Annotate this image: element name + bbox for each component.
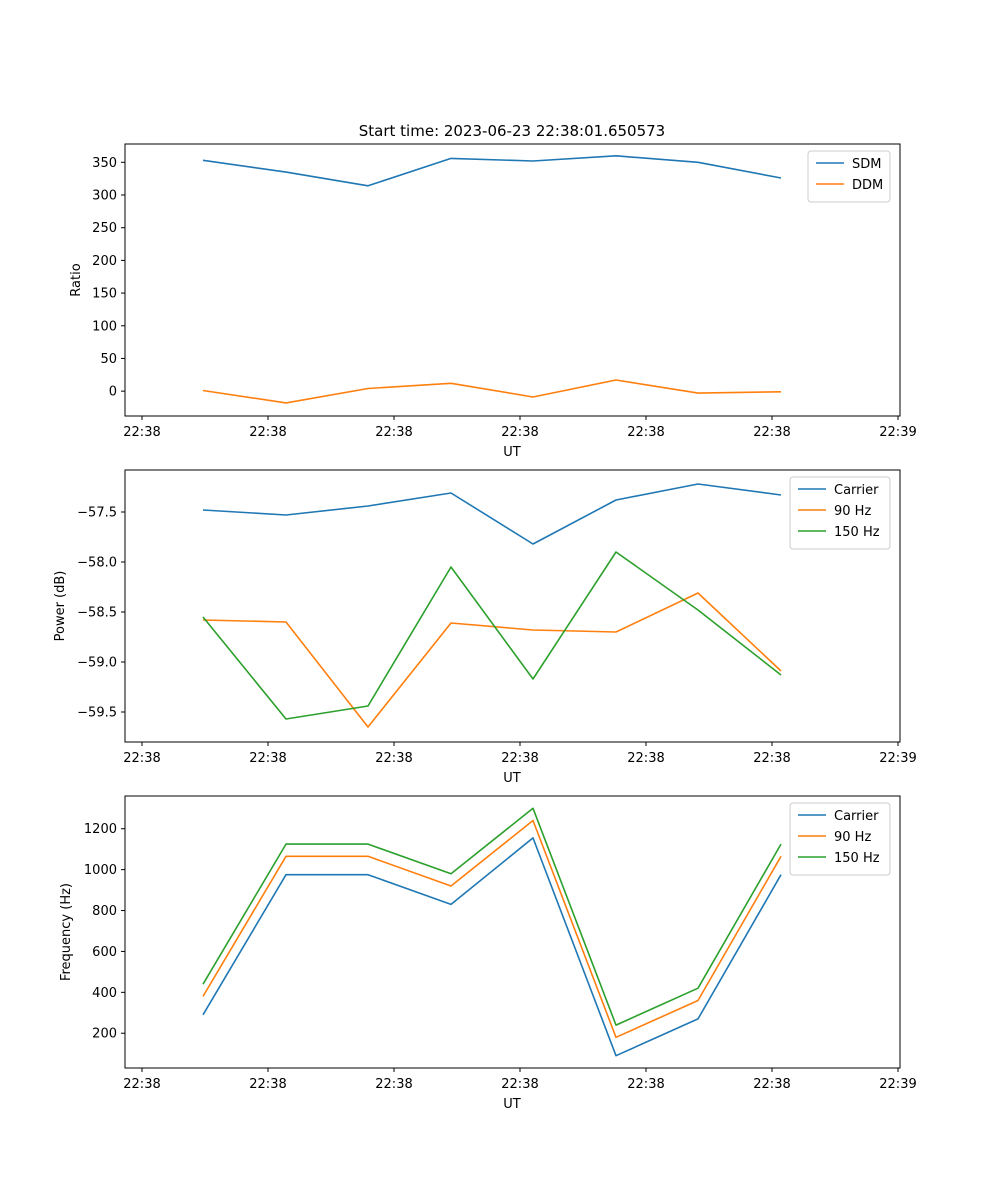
y-tick-label: −59.5 xyxy=(77,706,117,721)
x-tick-label: 22:38 xyxy=(375,425,412,440)
x-tick-label: 22:38 xyxy=(627,1077,664,1092)
x-tick-label: 22:38 xyxy=(249,1077,286,1092)
legend-entry: 90 Hz xyxy=(834,504,871,519)
y-tick-label: 800 xyxy=(92,904,117,919)
x-tick-label: 22:38 xyxy=(627,425,664,440)
x-tick-label: 22:38 xyxy=(249,425,286,440)
x-tick-label-end: 22:39 xyxy=(879,751,916,766)
x-tick-label-end: 22:39 xyxy=(879,1077,916,1092)
y-tick-label: −58.0 xyxy=(77,556,117,571)
ratio-panel: 0 50 100 150 200 250 300 350 22:38 22:38 22:38 22:3… xyxy=(69,143,917,460)
y-tick-label: −59.0 xyxy=(77,656,117,671)
frequency-panel: 200 400 600 800 1000 1200 22:38 22:38 22:38 22:38… xyxy=(59,795,917,1112)
y-tick-label: 50 xyxy=(100,352,117,367)
x-tick-label: 22:38 xyxy=(501,1077,538,1092)
x-tick-label: 22:38 xyxy=(501,751,538,766)
x-tick-label: 22:38 xyxy=(249,751,286,766)
y-tick-label: 400 xyxy=(92,986,117,1001)
series-line-ddm xyxy=(202,379,782,404)
legend: SDM DDM xyxy=(807,150,891,203)
legend: Carrier 90 Hz 150 Hz xyxy=(789,476,891,550)
y-tick-label: 1000 xyxy=(84,863,117,878)
x-tick-label: 22:38 xyxy=(123,751,160,766)
y-tick-label: 200 xyxy=(92,1027,117,1042)
figure-title: Start time: 2023-06-23 22:38:01.650573 xyxy=(359,122,665,140)
y-axis-label: Power (dB) xyxy=(53,571,68,642)
power-panel: −59.5 −59.0 −58.5 −58.0 −57.5 22:38 22:38 22:38… xyxy=(53,469,917,786)
x-tick-label: 22:38 xyxy=(375,1077,412,1092)
y-tick-label: 350 xyxy=(92,156,117,171)
x-axis-label: UT xyxy=(503,1097,521,1112)
y-tick-label: 600 xyxy=(92,945,117,960)
x-tick-label: 22:38 xyxy=(753,1077,790,1092)
x-tick-label: 22:38 xyxy=(123,1077,160,1092)
axes-frame xyxy=(124,143,901,417)
legend-entry: DDM xyxy=(852,178,883,193)
y-tick-label: 1200 xyxy=(84,822,117,837)
y-tick-label: 150 xyxy=(92,287,117,302)
y-axis-label: Frequency (Hz) xyxy=(59,883,74,981)
x-axis-label: UT xyxy=(503,771,521,786)
x-tick-label: 22:38 xyxy=(375,751,412,766)
legend-entry: SDM xyxy=(852,157,881,172)
series-line-sdm xyxy=(202,155,782,187)
x-axis-label: UT xyxy=(503,445,521,460)
legend-entry: 150 Hz xyxy=(834,851,880,866)
x-tick-label-end: 22:39 xyxy=(879,425,916,440)
y-tick-label: 300 xyxy=(92,189,117,204)
x-tick-label: 22:38 xyxy=(123,425,160,440)
y-axis-label: Ratio xyxy=(69,263,84,296)
y-tick-label: −57.5 xyxy=(77,506,117,521)
x-tick-label: 22:38 xyxy=(501,425,538,440)
series-line-150-hz xyxy=(202,551,782,720)
series-line-150-hz xyxy=(202,807,782,1026)
series-line-carrier xyxy=(202,837,782,1057)
y-tick-label: 0 xyxy=(109,385,117,400)
y-tick-label: 100 xyxy=(92,319,117,334)
y-tick-label: 250 xyxy=(92,221,117,236)
legend-entry: 150 Hz xyxy=(834,525,880,540)
series-line-carrier xyxy=(202,483,782,545)
axes-frame xyxy=(124,469,901,743)
series-line-90-hz xyxy=(202,592,782,728)
legend-entry: Carrier xyxy=(834,483,879,498)
series-line-90-hz xyxy=(202,819,782,1039)
y-tick-label: −58.5 xyxy=(77,606,117,621)
axes-frame xyxy=(124,795,901,1069)
x-tick-label: 22:38 xyxy=(753,425,790,440)
legend: Carrier 90 Hz 150 Hz xyxy=(789,802,891,876)
x-tick-label: 22:38 xyxy=(753,751,790,766)
x-tick-label: 22:38 xyxy=(627,751,664,766)
y-tick-label: 200 xyxy=(92,254,117,269)
legend-entry: Carrier xyxy=(834,809,879,824)
legend-entry: 90 Hz xyxy=(834,830,871,845)
